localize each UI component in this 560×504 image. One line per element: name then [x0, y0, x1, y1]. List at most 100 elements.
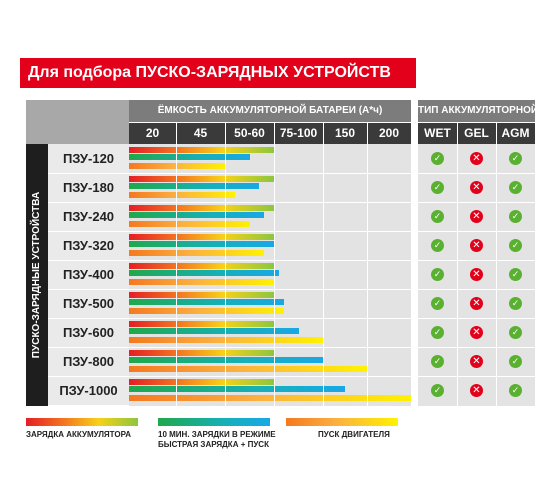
legend-fast-bar: [158, 418, 270, 426]
engine-start-bar: [129, 221, 250, 227]
grid-divider: [367, 123, 368, 406]
row-divider: [129, 318, 411, 319]
engine-start-bar: [129, 366, 367, 372]
fast-charge-bar: [129, 299, 284, 305]
engine-start-bar: [129, 192, 235, 198]
charge-bar: [129, 350, 274, 356]
row-divider: [418, 202, 535, 203]
legend-fast-label-1: 10 МИН. ЗАРЯДКИ В РЕЖИМЕ: [158, 430, 276, 439]
row-divider: [48, 289, 129, 290]
capacity-column-3: 75-100: [274, 123, 323, 144]
capacity-column-5: 200: [367, 123, 411, 144]
side-header: ПУСКО-ЗАРЯДНЫЕ УСТРОЙСТВА: [26, 144, 48, 406]
grid-divider: [496, 123, 497, 406]
charge-bar: [129, 292, 274, 298]
fast-charge-bar: [129, 183, 260, 189]
device-label: ПЗУ-240: [48, 202, 129, 231]
check-circle-icon: ✓: [509, 297, 522, 310]
charge-bar: [129, 176, 274, 182]
device-label: ПЗУ-400: [48, 260, 129, 289]
legend-start-label: ПУСК ДВИГАТЕЛЯ: [318, 430, 390, 439]
check-circle-icon: ✓: [431, 210, 444, 223]
engine-start-bar: [129, 308, 284, 314]
device-label: ПЗУ-180: [48, 173, 129, 202]
fast-charge-bar: [129, 357, 323, 363]
cross-circle-icon: ✕: [470, 268, 483, 281]
charge-bar: [129, 379, 274, 385]
cross-circle-icon: ✕: [470, 326, 483, 339]
fast-charge-bar: [129, 154, 250, 160]
check-circle-icon: ✓: [509, 152, 522, 165]
engine-start-bar: [129, 395, 411, 401]
row-divider: [48, 202, 129, 203]
charge-bar: [129, 147, 274, 153]
cross-circle-icon: ✕: [470, 297, 483, 310]
check-circle-icon: ✓: [509, 181, 522, 194]
fast-charge-bar: [129, 212, 265, 218]
capacity-column-0: 20: [129, 123, 176, 144]
fast-charge-bar: [129, 328, 299, 334]
table-corner: [26, 100, 129, 144]
engine-start-bar: [129, 337, 323, 343]
fast-charge-bar: [129, 270, 279, 276]
row-divider: [48, 347, 129, 348]
device-label: ПЗУ-320: [48, 231, 129, 260]
row-divider: [48, 260, 129, 261]
row-divider: [48, 376, 129, 377]
check-circle-icon: ✓: [509, 268, 522, 281]
fast-charge-bar: [129, 386, 345, 392]
row-divider: [418, 347, 535, 348]
grid-divider: [274, 123, 275, 406]
check-circle-icon: ✓: [431, 239, 444, 252]
type-column-wet: WET: [418, 123, 457, 144]
legend-start-bar: [286, 418, 398, 426]
cross-circle-icon: ✕: [470, 210, 483, 223]
type-column-agm: AGM: [496, 123, 535, 144]
type-column-gel: GEL: [457, 123, 496, 144]
charge-bar: [129, 321, 274, 327]
cross-circle-icon: ✕: [470, 355, 483, 368]
capacity-column-4: 150: [323, 123, 367, 144]
engine-start-bar: [129, 250, 265, 256]
grid-divider: [225, 123, 226, 406]
grid-divider: [323, 123, 324, 406]
row-divider: [418, 173, 535, 174]
row-divider: [129, 376, 411, 377]
device-label: ПЗУ-500: [48, 289, 129, 318]
device-label: ПЗУ-1000: [48, 376, 129, 405]
cross-circle-icon: ✕: [470, 384, 483, 397]
check-circle-icon: ✓: [509, 210, 522, 223]
row-divider: [418, 318, 535, 319]
battery-type-header: ТИП АККУМУЛЯТОРНОЙ БАТАРЕИ: [418, 100, 535, 122]
cross-circle-icon: ✕: [470, 181, 483, 194]
row-divider: [48, 173, 129, 174]
check-circle-icon: ✓: [431, 355, 444, 368]
grid-divider: [457, 123, 458, 406]
grid-divider: [176, 123, 177, 406]
charge-bar: [129, 234, 274, 240]
device-label: ПЗУ-800: [48, 347, 129, 376]
engine-start-bar: [129, 279, 274, 285]
row-divider: [129, 347, 411, 348]
capacity-column-1: 45: [176, 123, 225, 144]
row-divider: [418, 231, 535, 232]
cross-circle-icon: ✕: [470, 152, 483, 165]
device-label: ПЗУ-600: [48, 318, 129, 347]
row-divider: [129, 260, 411, 261]
row-divider: [48, 231, 129, 232]
cross-circle-icon: ✕: [470, 239, 483, 252]
check-circle-icon: ✓: [509, 355, 522, 368]
capacity-column-2: 50-60: [225, 123, 274, 144]
row-divider: [129, 173, 411, 174]
row-divider: [418, 260, 535, 261]
check-circle-icon: ✓: [431, 297, 444, 310]
legend-charge-label: ЗАРЯДКА АККУМУЛЯТОРА: [26, 430, 131, 439]
check-circle-icon: ✓: [431, 181, 444, 194]
check-circle-icon: ✓: [509, 326, 522, 339]
check-circle-icon: ✓: [509, 239, 522, 252]
fast-charge-bar: [129, 241, 274, 247]
charge-bar: [129, 263, 274, 269]
capacity-header: ЁМКОСТЬ АККУМУЛЯТОРНОЙ БАТАРЕИ (А*ч): [129, 100, 411, 122]
legend-charge-bar: [26, 418, 138, 426]
check-circle-icon: ✓: [509, 384, 522, 397]
